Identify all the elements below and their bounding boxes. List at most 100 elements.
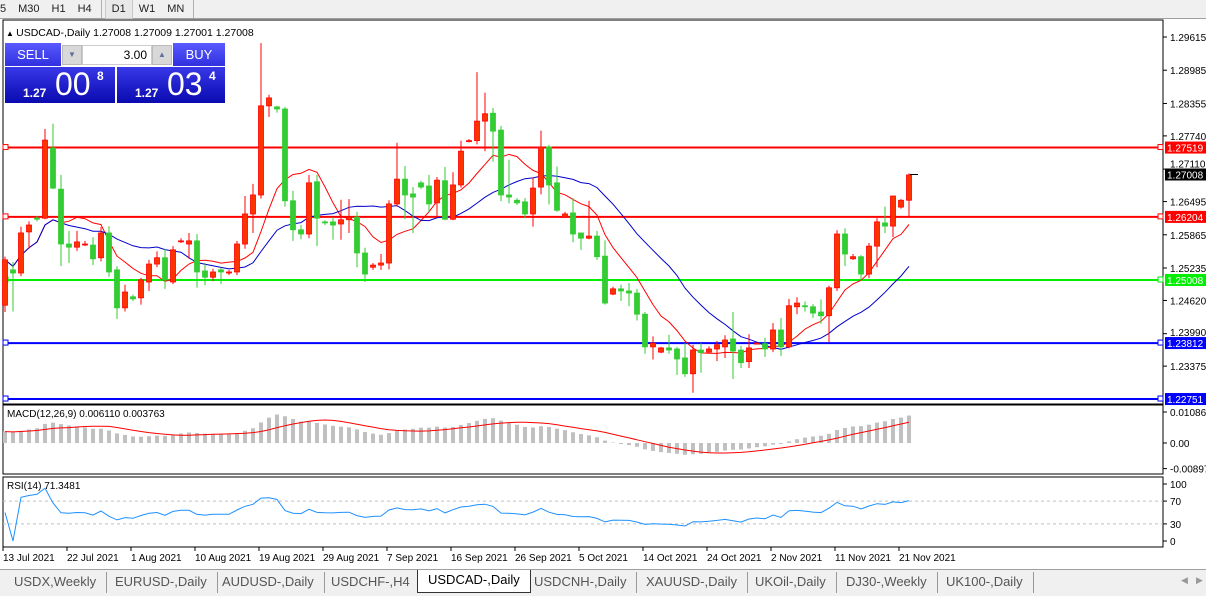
date-label: 19 Aug 2021	[259, 553, 316, 564]
macd-histogram-bar	[99, 428, 103, 443]
date-label: 21 Nov 2021	[899, 553, 956, 564]
macd-histogram-bar	[795, 439, 799, 443]
tf-m5[interactable]: 5	[0, 3, 7, 15]
macd-histogram-bar	[259, 422, 263, 443]
lot-increase-arrow-icon[interactable]: ▲	[152, 45, 172, 65]
candle-body	[418, 182, 424, 188]
macd-histogram-bar	[587, 435, 591, 443]
scroll-right-icon[interactable]: ▶	[1196, 575, 1203, 585]
tab-usdcad[interactable]: USDCAD-,Daily	[417, 570, 531, 593]
tab-ukoil[interactable]: UKOil-,Daily	[745, 572, 837, 593]
macd-axis-label: 0.010869	[1170, 408, 1206, 419]
tf-w1[interactable]: W1	[138, 3, 156, 15]
sell-price-pips: 00	[55, 66, 91, 102]
macd-histogram-bar	[435, 426, 439, 443]
tab-usdx[interactable]: USDX,Weekly	[4, 572, 108, 593]
tf-h1[interactable]: H1	[51, 3, 66, 15]
tab-usdcnh[interactable]: USDCNH-,Daily	[524, 572, 638, 593]
macd-histogram-bar	[235, 433, 239, 443]
date-label: 13 Jul 2021	[3, 553, 55, 564]
tab-audusd[interactable]: AUDUSD-,Daily	[212, 572, 325, 593]
lot-decrease-arrow-icon[interactable]: ▼	[62, 45, 82, 65]
tab-xauusd[interactable]: XAUUSD-,Daily	[636, 572, 749, 593]
candle-body	[746, 347, 752, 363]
candle-body	[274, 106, 280, 110]
macd-histogram-bar	[787, 441, 791, 443]
candle-body	[210, 271, 216, 278]
macd-histogram-bar	[59, 424, 63, 443]
candle-body	[162, 257, 168, 281]
sell-button[interactable]: SELL	[5, 43, 61, 66]
candle-body	[522, 201, 528, 215]
tab-eurusd[interactable]: EURUSD-,Daily	[105, 572, 218, 593]
buy-price[interactable]: 1.27 03 4	[117, 67, 225, 103]
symbol-info: ▲ USDCAD-,Daily 1.27008 1.27009 1.27001 …	[6, 27, 254, 39]
macd-histogram-bar	[603, 440, 607, 443]
macd-histogram-bar	[691, 443, 695, 455]
macd-histogram-bar	[323, 424, 327, 443]
candle-body	[82, 243, 88, 246]
candle-body	[386, 203, 392, 264]
candle-body	[410, 193, 416, 198]
candle-body	[58, 188, 64, 245]
candle-body	[770, 329, 776, 350]
candle-body	[826, 287, 832, 317]
macd-histogram-bar	[283, 416, 287, 443]
candle-body	[562, 213, 568, 218]
lot-size-input[interactable]: 3.00	[82, 45, 152, 65]
macd-histogram-bar	[867, 424, 871, 443]
candle-body	[714, 344, 720, 350]
date-label: 2 Nov 2021	[771, 553, 823, 564]
candle-body	[202, 270, 208, 278]
buy-price-prefix: 1.27	[135, 86, 159, 100]
symbol-ohlc: USDCAD-,Daily 1.27008 1.27009 1.27001 1.…	[16, 27, 254, 39]
price-tick-label: 1.29615	[1170, 33, 1206, 44]
macd-histogram-bar	[123, 434, 127, 443]
candle-body	[34, 217, 40, 220]
tf-d1[interactable]: D1	[104, 0, 133, 19]
candle-body	[778, 329, 784, 348]
buy-button[interactable]: BUY	[173, 43, 225, 66]
candle-body	[474, 120, 480, 142]
candle-body	[298, 229, 304, 235]
macd-histogram-bar	[299, 421, 303, 443]
rsi-axis-label: 0	[1170, 537, 1176, 548]
macd-histogram-bar	[467, 423, 471, 443]
tab-usdchf[interactable]: USDCHF-,H4	[321, 572, 421, 593]
candle-body	[906, 174, 912, 201]
macd-histogram-bar	[483, 418, 487, 443]
level-price-label: 1.25008	[1167, 276, 1204, 287]
macd-histogram-bar	[43, 423, 47, 443]
candle-body	[810, 306, 816, 314]
macd-histogram-bar	[771, 443, 775, 445]
tab-uk100[interactable]: UK100-,Daily	[936, 572, 1034, 593]
macd-histogram-bar	[803, 437, 807, 443]
candle-body	[874, 221, 880, 247]
candle-body	[42, 139, 48, 219]
candle-body	[866, 245, 872, 275]
tf-m30[interactable]: M30	[18, 3, 40, 15]
candle-body	[634, 292, 640, 315]
collapse-triangle-icon[interactable]: ▲	[6, 29, 17, 38]
candle-body	[602, 255, 608, 304]
tf-mn[interactable]: MN	[167, 3, 185, 15]
candle-body	[466, 140, 472, 143]
price-tick-label: 1.25235	[1170, 264, 1206, 275]
tf-h4[interactable]: H4	[77, 3, 92, 15]
macd-histogram-bar	[859, 426, 863, 443]
level-price-tag	[1165, 337, 1206, 350]
tab-dj30[interactable]: DJ30-,Weekly	[836, 572, 938, 593]
level-price-label: 1.23812	[1167, 339, 1204, 350]
price-tick-label: 1.24620	[1170, 296, 1206, 307]
price-tick-label: 1.28985	[1170, 66, 1206, 77]
level-handle	[1157, 144, 1164, 151]
rsi-axis-label: 100	[1170, 480, 1187, 491]
candle-body	[2, 259, 8, 306]
sell-price[interactable]: 1.27 00 8	[5, 67, 115, 103]
candle-body	[666, 347, 672, 351]
scroll-left-icon[interactable]: ◀	[1181, 575, 1188, 585]
candle-body	[546, 146, 552, 186]
macd-histogram-bar	[811, 436, 815, 443]
macd-histogram-bar	[547, 426, 551, 443]
